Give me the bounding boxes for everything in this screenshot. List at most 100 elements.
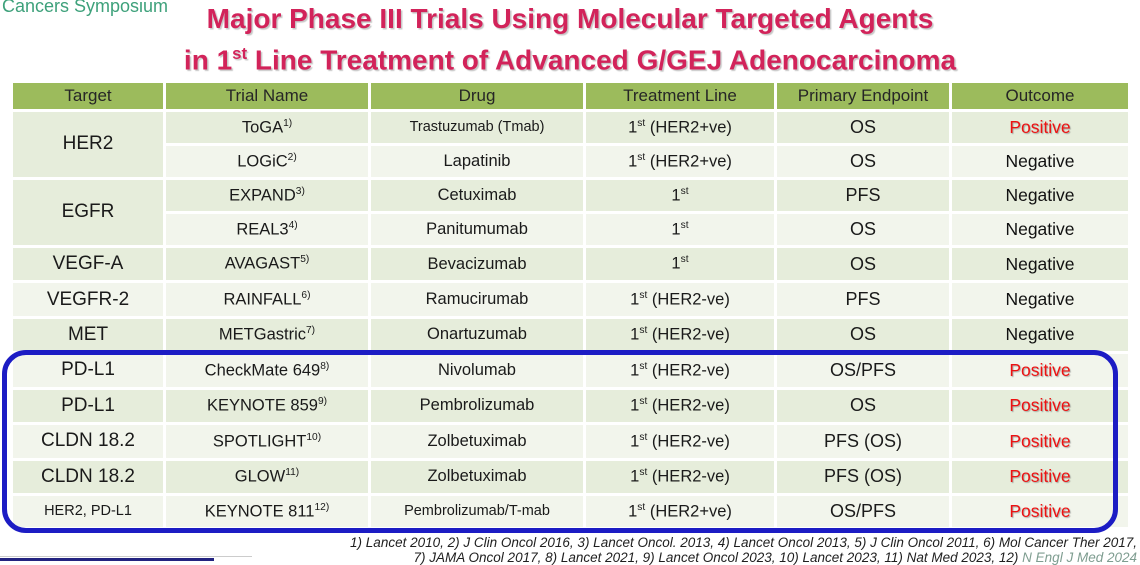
cell-target: HER2, PD-L1 [13, 495, 163, 527]
cell-drug: Cetuximab [371, 179, 583, 211]
cell-primary-endpoint: PFS (OS) [777, 425, 949, 458]
cell-trial-name: GLOW11) [166, 460, 368, 493]
slide-title-line1: Major Phase III Trials Using Molecular T… [206, 3, 934, 34]
cell-outcome: Positive [952, 425, 1128, 458]
cell-primary-endpoint: OS [777, 247, 949, 281]
header-primary-endpoint: Primary Endpoint [777, 83, 949, 109]
cell-trial-name: EXPAND3) [166, 179, 368, 211]
cell-drug: Trastuzumab (Tmab) [371, 112, 583, 143]
cell-trial-name: METGastric7) [166, 318, 368, 352]
cell-treatment-line: 1st (HER2-ve) [586, 460, 774, 493]
citations-line2: 7) JAMA Oncol 2017, 8) Lancet 2021, 9) L… [413, 549, 1137, 565]
table-row: PD-L1 CheckMate 6498) Nivolumab 1st (HER… [13, 354, 1128, 387]
cell-drug: Zolbetuximab [371, 460, 583, 493]
slide-title: Major Phase III Trials Using Molecular T… [0, 1, 1140, 77]
cell-trial-name: KEYNOTE 81112) [166, 495, 368, 527]
cell-target: EGFR [13, 179, 163, 245]
cell-outcome: Negative [952, 318, 1128, 352]
citations-line1: 1) Lancet 2010, 2) J Clin Oncol 2016, 3)… [350, 535, 1137, 550]
cancers-symposium-logo: Cancers Symposium [2, 0, 169, 16]
cell-drug: Pembrolizumab [371, 389, 583, 423]
cell-target: VEGFR-2 [13, 283, 163, 316]
cell-drug: Zolbetuximab [371, 425, 583, 458]
cell-target: HER2 [13, 112, 163, 177]
cell-primary-endpoint: OS [777, 112, 949, 143]
cell-treatment-line: 1st (HER2-ve) [586, 283, 774, 316]
cell-trial-name: KEYNOTE 8599) [166, 389, 368, 423]
cell-target: PD-L1 [13, 354, 163, 387]
cell-drug: Panitumumab [371, 213, 583, 245]
trials-table: Target Trial Name Drug Treatment Line Pr… [10, 80, 1131, 530]
cell-trial-name: SPOTLIGHT10) [166, 425, 368, 458]
cell-outcome: Positive [952, 495, 1128, 527]
cell-target: CLDN 18.2 [13, 460, 163, 493]
cell-drug: Onartuzumab [371, 318, 583, 352]
cell-outcome: Negative [952, 247, 1128, 281]
cell-treatment-line: 1st (HER2-ve) [586, 318, 774, 352]
cell-treatment-line: 1st (HER2+ve) [586, 495, 774, 527]
cell-target: MET [13, 318, 163, 352]
header-target: Target [13, 83, 163, 109]
cell-drug: Ramucirumab [371, 283, 583, 316]
table-row: PD-L1 KEYNOTE 8599) Pembrolizumab 1st (H… [13, 389, 1128, 423]
cell-primary-endpoint: OS [777, 145, 949, 177]
header-treatment-line: Treatment Line [586, 83, 774, 109]
cell-trial-name: LOGiC2) [166, 145, 368, 177]
cell-outcome: Negative [952, 283, 1128, 316]
table-row: VEGF-A AVAGAST5) Bevacizumab 1st OS Nega… [13, 247, 1128, 281]
cell-drug: Bevacizumab [371, 247, 583, 281]
cell-primary-endpoint: OS [777, 213, 949, 245]
cell-target: VEGF-A [13, 247, 163, 281]
cell-outcome: Positive [952, 112, 1128, 143]
cell-trial-name: RAINFALL6) [166, 283, 368, 316]
header-row: Target Trial Name Drug Treatment Line Pr… [13, 83, 1128, 109]
cell-target: PD-L1 [13, 389, 163, 423]
cell-treatment-line: 1st (HER2-ve) [586, 354, 774, 387]
cell-outcome: Negative [952, 145, 1128, 177]
bottom-navy-rule [0, 558, 214, 561]
cell-drug: Lapatinib [371, 145, 583, 177]
cell-primary-endpoint: PFS (OS) [777, 460, 949, 493]
cell-primary-endpoint: OS/PFS [777, 354, 949, 387]
cell-trial-name: ToGA1) [166, 112, 368, 143]
header-outcome: Outcome [952, 83, 1128, 109]
cell-primary-endpoint: PFS [777, 179, 949, 211]
cell-target: CLDN 18.2 [13, 425, 163, 458]
table-row: LOGiC2) Lapatinib 1st (HER2+ve) OS Negat… [13, 145, 1128, 177]
cell-treatment-line: 1st (HER2-ve) [586, 389, 774, 423]
cell-treatment-line: 1st [586, 247, 774, 281]
bottom-gray-rule [0, 556, 252, 557]
cell-drug: Nivolumab [371, 354, 583, 387]
cell-treatment-line: 1st [586, 213, 774, 245]
header-trial-name: Trial Name [166, 83, 368, 109]
table-row: CLDN 18.2 SPOTLIGHT10) Zolbetuximab 1st … [13, 425, 1128, 458]
cell-primary-endpoint: OS [777, 318, 949, 352]
table-row: EGFR EXPAND3) Cetuximab 1st PFS Negative [13, 179, 1128, 245]
cell-trial-name: AVAGAST5) [166, 247, 368, 281]
cell-outcome: Positive [952, 354, 1128, 387]
cell-treatment-line: 1st (HER2-ve) [586, 425, 774, 458]
slide-title-line2: in 1st Line Treatment of Advanced G/GEJ … [183, 44, 957, 76]
cell-primary-endpoint: OS/PFS [777, 495, 949, 527]
cell-trial-name: REAL34) [166, 213, 368, 245]
header-drug: Drug [371, 83, 583, 109]
cell-outcome: Positive [952, 389, 1128, 423]
cell-treatment-line: 1st [586, 179, 774, 211]
cell-outcome: Negative [952, 179, 1128, 211]
table-row: CLDN 18.2 GLOW11) Zolbetuximab 1st (HER2… [13, 460, 1128, 493]
citation-highlight: N Engl J Med 2024 [1022, 549, 1137, 565]
table-row: REAL34) Panitumumab 1st OS Negative [13, 213, 1128, 245]
cell-outcome: Negative [952, 213, 1128, 245]
cell-trial-name: CheckMate 6498) [166, 354, 368, 387]
cell-drug: Pembrolizumab/T-mab [371, 495, 583, 527]
table-row: HER2 ToGA1) Trastuzumab (Tmab) 1st (HER2… [13, 112, 1128, 177]
cell-outcome: Positive [952, 460, 1128, 493]
cell-primary-endpoint: PFS [777, 283, 949, 316]
citations: 1) Lancet 2010, 2) J Clin Oncol 2016, 3)… [7, 535, 1137, 565]
cell-primary-endpoint: OS [777, 389, 949, 423]
table-row: HER2, PD-L1 KEYNOTE 81112) Pembrolizumab… [13, 495, 1128, 527]
cell-treatment-line: 1st (HER2+ve) [586, 112, 774, 143]
table-row: MET METGastric7) Onartuzumab 1st (HER2-v… [13, 318, 1128, 352]
cell-treatment-line: 1st (HER2+ve) [586, 145, 774, 177]
